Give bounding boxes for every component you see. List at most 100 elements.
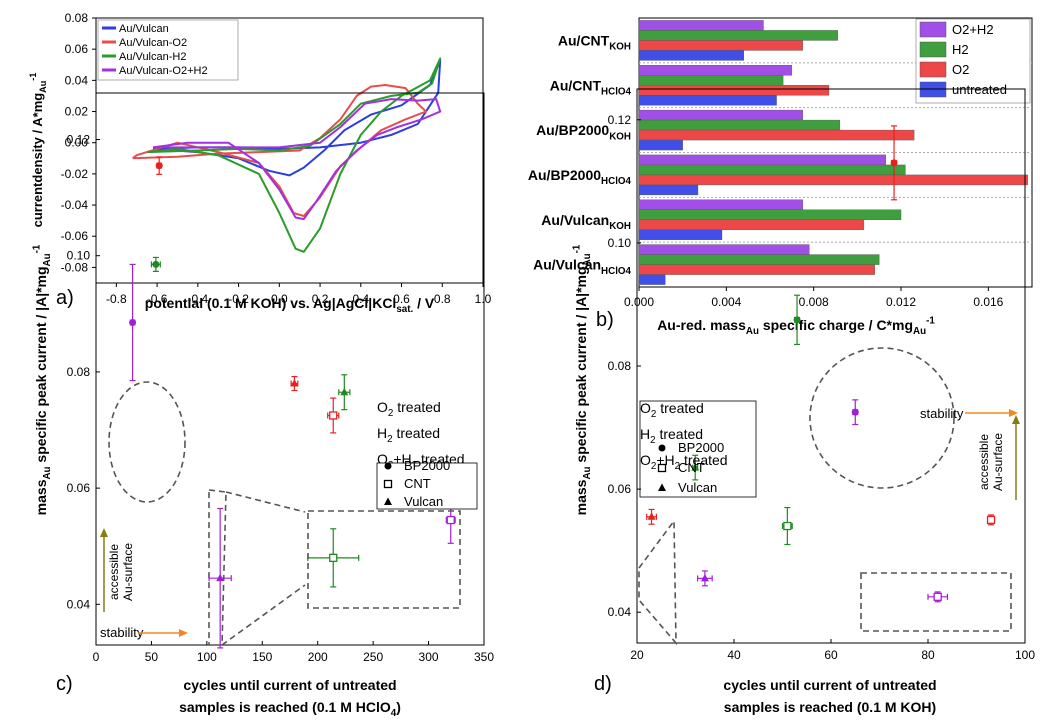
legend: Au/Vulcan Au/Vulcan-O2 Au/Vulcan-H2 Au/Vulc… bbox=[97, 19, 239, 81]
y-tick-label: 0.04 bbox=[608, 605, 632, 619]
y-tick-label: -0.06 bbox=[61, 229, 89, 243]
y-tick-label: 0.10 bbox=[67, 249, 91, 263]
x-axis-title: cycles until current of untreated bbox=[183, 677, 396, 693]
legend-swatch bbox=[919, 61, 947, 78]
y-tick-label: -0.08 bbox=[61, 260, 89, 274]
bar bbox=[638, 229, 723, 240]
bar bbox=[638, 40, 803, 51]
annotation-up: accessible bbox=[107, 544, 121, 600]
x-tick-label: 40 bbox=[727, 648, 741, 662]
bar bbox=[638, 95, 777, 106]
legend-marker-label: Vulcan bbox=[404, 494, 443, 509]
legend-marker-label: CNT bbox=[678, 460, 705, 475]
bar bbox=[638, 50, 745, 61]
series-line bbox=[146, 57, 442, 253]
data-point bbox=[290, 379, 299, 387]
data-point bbox=[329, 411, 338, 420]
panel-letter: a) bbox=[56, 287, 74, 309]
x-axis-title: cycles until current of untreated bbox=[723, 677, 936, 693]
series-line bbox=[152, 98, 442, 221]
bar bbox=[638, 119, 841, 131]
zoom-guide bbox=[225, 491, 306, 513]
legend-group-label: O2 treated bbox=[377, 399, 441, 419]
legend-swatch bbox=[919, 21, 947, 38]
x-axis-title: potential (0.1 M KOH) vs. Ag|AgCl|KClsat… bbox=[145, 295, 435, 315]
bar bbox=[638, 199, 803, 210]
legend-box bbox=[639, 400, 757, 498]
arrow-up-head bbox=[100, 528, 108, 537]
y-tick-label: 0.04 bbox=[67, 597, 91, 611]
bar bbox=[638, 30, 838, 41]
y-tick-label: 0.04 bbox=[65, 73, 89, 87]
bar bbox=[638, 274, 666, 285]
legend-label: O2+H2 bbox=[952, 22, 994, 37]
legend-label: H2 bbox=[952, 42, 969, 57]
bar bbox=[638, 20, 764, 31]
x-tick-label: 0.016 bbox=[973, 295, 1003, 309]
annotation-up: accessible bbox=[977, 434, 991, 490]
arrow-right-head bbox=[179, 629, 188, 637]
grouping-triangle bbox=[638, 518, 677, 646]
legend-label: Au/Vulcan-H2 bbox=[119, 51, 186, 63]
plot-frame bbox=[95, 92, 485, 646]
data-point bbox=[793, 316, 801, 324]
grouping-box bbox=[860, 572, 1012, 632]
x-tick-label: 100 bbox=[197, 650, 217, 664]
bar bbox=[638, 219, 865, 230]
data-point bbox=[155, 162, 163, 170]
x-tick-label: 1.0 bbox=[475, 292, 492, 306]
category-label: Au/CNTHClO4 bbox=[550, 77, 632, 97]
x-tick-label: 0.8 bbox=[434, 292, 451, 306]
data-point bbox=[691, 463, 700, 471]
bar bbox=[638, 264, 876, 275]
y-tick-label: 0.08 bbox=[65, 11, 89, 25]
legend-group-label: H2 treated bbox=[640, 426, 703, 446]
x-tick-label: 0.012 bbox=[886, 295, 916, 309]
y-tick-label: 0.02 bbox=[65, 105, 89, 119]
x-tick-label: 20 bbox=[630, 648, 644, 662]
x-tick-label: 150 bbox=[252, 650, 272, 664]
y-axis-title: massAu specific peak current / |A|*mgAu-… bbox=[572, 244, 594, 515]
bar bbox=[638, 254, 880, 265]
legend-group-label: O2 treated bbox=[640, 400, 704, 420]
legend-marker-label: Vulcan bbox=[678, 480, 717, 495]
bar bbox=[638, 209, 902, 220]
x-tick-label: -0.8 bbox=[106, 292, 127, 306]
legend-box bbox=[376, 462, 478, 510]
data-point bbox=[647, 512, 656, 520]
data-point bbox=[446, 515, 455, 525]
annotation-up: Au-surface bbox=[121, 543, 135, 601]
grouping-ellipse bbox=[809, 347, 955, 489]
data-point bbox=[700, 573, 709, 582]
data-point bbox=[658, 444, 666, 452]
category-label: Au/VulcanHClO4 bbox=[533, 257, 631, 277]
x-tick-label: 0.2 bbox=[312, 292, 329, 306]
y-tick-label: 0.08 bbox=[608, 359, 632, 373]
y-tick-label: 0.08 bbox=[67, 365, 91, 379]
x-tick-label: 80 bbox=[921, 648, 935, 662]
legend-swatch bbox=[919, 41, 947, 58]
x-axis-title: samples is reached (0.1 M KOH) bbox=[724, 699, 936, 715]
x-tick-label: 60 bbox=[824, 648, 838, 662]
legend-label: O2 bbox=[952, 62, 969, 77]
data-point bbox=[216, 573, 225, 582]
x-tick-label: 0 bbox=[93, 650, 100, 664]
zoom-box bbox=[307, 510, 461, 609]
x-tick-label: -0.2 bbox=[228, 292, 249, 306]
y-tick-label: 0.00 bbox=[65, 136, 89, 150]
grouping-ellipse bbox=[108, 381, 186, 503]
y-tick-label: 0.06 bbox=[67, 481, 91, 495]
category-label: Au/BP2000HClO4 bbox=[528, 167, 632, 187]
x-tick-label: 50 bbox=[145, 650, 159, 664]
x-tick-label: -0.4 bbox=[187, 292, 208, 306]
panel-letter: b) bbox=[596, 309, 614, 331]
bar bbox=[638, 154, 886, 166]
legend-marker-label: CNT bbox=[404, 476, 431, 491]
y-tick-label: -0.02 bbox=[61, 167, 89, 181]
x-tick-label: 300 bbox=[419, 650, 439, 664]
data-point bbox=[329, 553, 338, 562]
